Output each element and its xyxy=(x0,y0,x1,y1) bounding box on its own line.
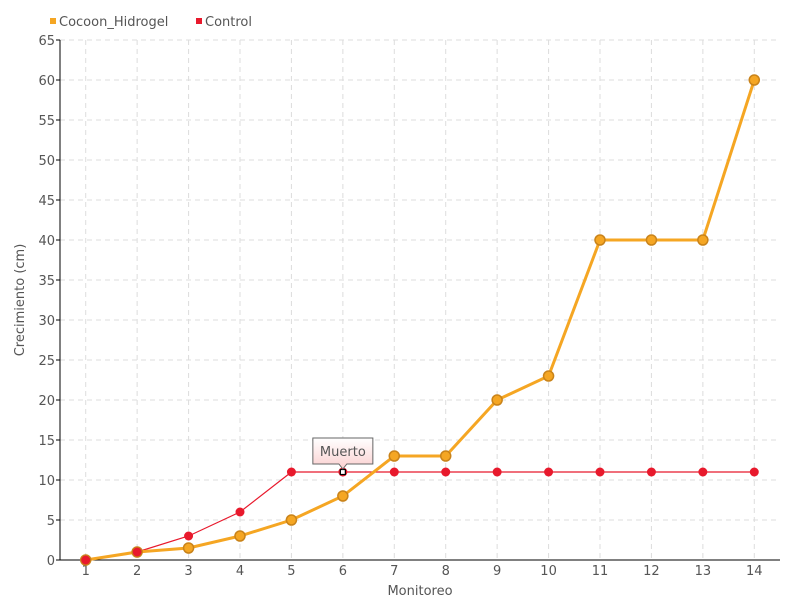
y-tick-label: 30 xyxy=(38,314,55,329)
y-tick-label: 20 xyxy=(38,394,55,409)
data-point-control xyxy=(132,547,142,557)
legend-swatch-cocoon xyxy=(50,18,56,24)
y-tick-label: 65 xyxy=(38,34,55,49)
x-tick-label: 11 xyxy=(592,564,609,579)
annotation-marker xyxy=(339,468,346,476)
y-axis-title: Crecimiento (cm) xyxy=(13,244,28,357)
y-tick-label: 35 xyxy=(38,274,55,289)
x-tick-label: 5 xyxy=(287,564,295,579)
y-tick-label: 60 xyxy=(38,74,55,89)
y-tick-label: 40 xyxy=(38,234,55,249)
legend-swatch-control xyxy=(196,18,202,24)
data-point-cocoon xyxy=(182,542,195,554)
data-point-control xyxy=(595,467,605,477)
annotation-text: Muerto xyxy=(320,445,366,460)
data-point-control xyxy=(544,467,554,477)
data-point-control xyxy=(698,467,708,477)
legend-label-cocoon[interactable]: Cocoon_Hidrogel xyxy=(59,15,168,30)
data-point-cocoon xyxy=(234,530,246,542)
x-tick-label: 14 xyxy=(746,564,763,579)
x-tick-label: 10 xyxy=(540,564,557,579)
x-tick-label: 3 xyxy=(184,564,192,579)
data-point-cocoon xyxy=(491,394,503,406)
annotation-box xyxy=(312,437,374,470)
x-tick-label: 4 xyxy=(236,564,244,579)
data-point-cocoon xyxy=(645,234,658,246)
data-point-control xyxy=(286,467,296,477)
series-line-cocoon xyxy=(85,79,756,562)
data-point-cocoon xyxy=(542,370,555,382)
x-tick-label: 1 xyxy=(82,564,90,579)
data-point-control xyxy=(235,507,245,517)
data-point-cocoon xyxy=(594,234,606,246)
legend: Cocoon_Hidrogel Control xyxy=(50,15,252,30)
x-tick-label: 13 xyxy=(695,564,712,579)
annotation-tooltip: Muerto xyxy=(312,437,374,470)
x-tick-label: 12 xyxy=(643,564,660,579)
data-point-control xyxy=(749,467,759,477)
y-tick-label: 25 xyxy=(38,354,55,369)
data-point-cocoon xyxy=(748,74,761,86)
data-point-control xyxy=(81,555,91,565)
x-tick-label: 2 xyxy=(133,564,141,579)
data-point-cocoon xyxy=(697,234,709,246)
x-tick-label: 8 xyxy=(442,564,450,579)
y-tick-label: 10 xyxy=(38,474,55,489)
y-tick-label: 15 xyxy=(38,434,55,449)
data-point-control xyxy=(389,467,399,477)
y-tick-label: 45 xyxy=(38,194,55,209)
data-point-control xyxy=(184,531,194,541)
x-tick-label: 6 xyxy=(339,564,347,579)
y-tick-label: 55 xyxy=(38,114,55,129)
series-line-control xyxy=(85,471,755,561)
y-tick-label: 5 xyxy=(47,514,55,529)
data-point-cocoon xyxy=(285,514,298,526)
data-point-control xyxy=(492,467,502,477)
y-tick-label: 50 xyxy=(38,154,55,169)
legend-label-control[interactable]: Control xyxy=(205,15,252,30)
y-tick-label: 0 xyxy=(47,554,55,569)
data-point-cocoon xyxy=(337,490,349,502)
data-point-cocoon xyxy=(388,450,401,462)
x-axis-title: Monitoreo xyxy=(387,584,452,599)
data-point-control xyxy=(441,467,451,477)
data-point-cocoon xyxy=(439,450,452,462)
x-tick-label: 7 xyxy=(390,564,398,579)
data-point-control xyxy=(646,467,656,477)
x-tick-label: 9 xyxy=(493,564,501,579)
